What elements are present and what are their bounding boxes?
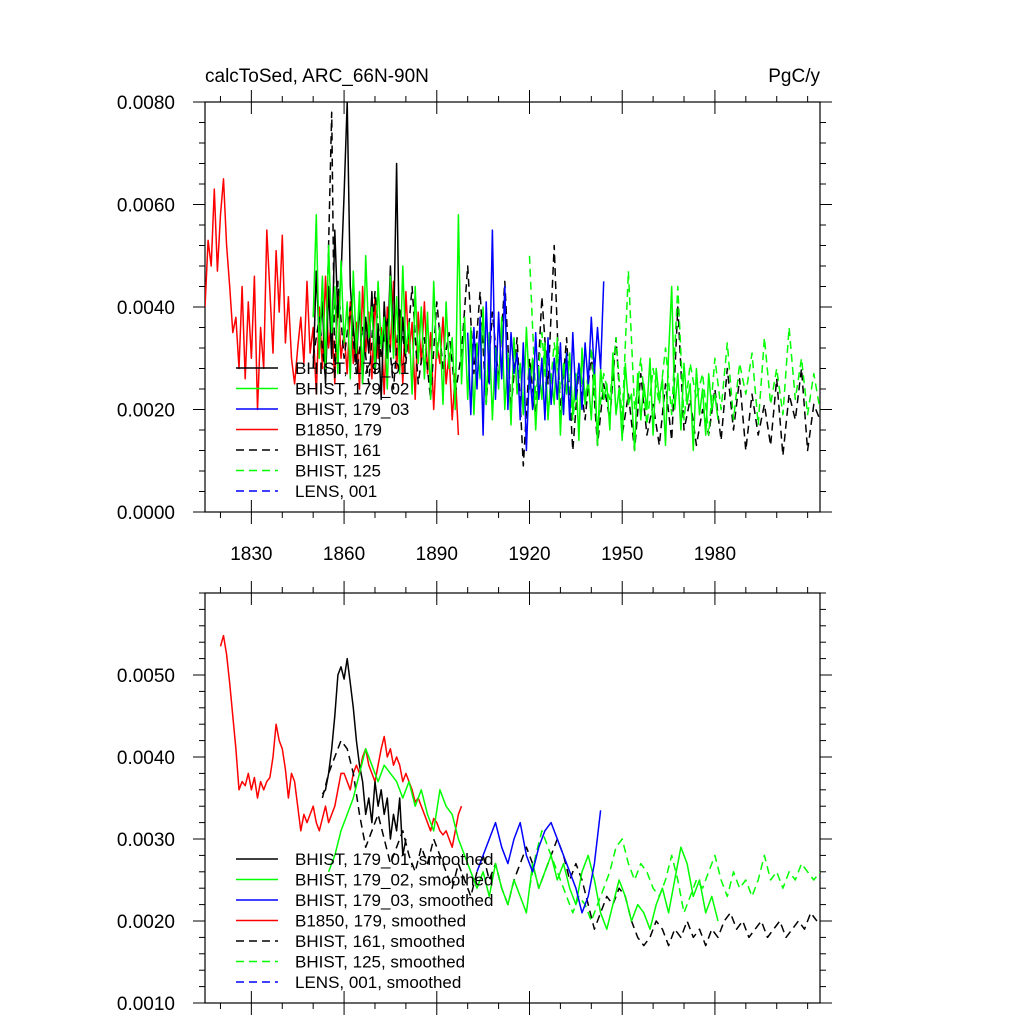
series-line: [327, 748, 719, 930]
series-line: [321, 657, 407, 857]
legend-label: BHIST, 179_01, smoothed: [295, 850, 493, 869]
legend-label: BHIST, 161, smoothed: [295, 932, 465, 951]
legend-label: BHIST, 179_02, smoothed: [295, 871, 493, 890]
chart-units: PgC/y: [768, 66, 820, 87]
series-group: [205, 102, 820, 467]
legend-label: BHIST, 179_03, smoothed: [295, 891, 493, 910]
legend-label: BHIST, 125, smoothed: [295, 953, 465, 972]
series-line: [219, 634, 463, 848]
series-line: [466, 229, 605, 452]
x-tick-label: 1830: [230, 544, 272, 565]
legend-label: BHIST, 179_01: [295, 359, 409, 378]
y-tick-label: 0.0010: [117, 994, 175, 1015]
y-tick-label: 0.0080: [117, 93, 175, 114]
plot-frame: [204, 592, 821, 1004]
x-tick-label: 1950: [601, 544, 643, 565]
series-line: [312, 102, 407, 401]
x-tick-label: 1860: [323, 544, 365, 565]
y-tick-label: 0.0050: [117, 666, 175, 687]
bottom-panel: 0.0010 0.0020 0.0030 0.0040 0.0050 BHIST, 179…: [117, 581, 832, 1015]
x-tick-label: 1980: [694, 544, 736, 565]
legend-label: LENS, 001: [295, 482, 377, 501]
legend: BHIST, 179_01, smoothed BHIST, 179_02, sm…: [236, 850, 493, 992]
series-line: [476, 810, 602, 914]
legend-label: B1850, 179: [295, 421, 382, 440]
x-tick-label: 1890: [416, 544, 458, 565]
series-line: [321, 739, 818, 947]
chart-title: calcToSed, ARC_66N-90N: [205, 66, 429, 87]
legend-label: BHIST, 179_02: [295, 380, 409, 399]
y-tick-label: 0.0060: [117, 196, 175, 217]
x-tick-label: 1920: [508, 544, 550, 565]
y-tick-label: 0.0000: [117, 503, 175, 524]
legend-label: B1850, 179, smoothed: [295, 912, 466, 931]
legend-label: BHIST, 161: [295, 441, 381, 460]
y-tick-label: 0.0020: [117, 912, 175, 933]
series-group: [219, 634, 820, 947]
legend-label: BHIST, 179_03: [295, 400, 409, 419]
legend-label: LENS, 001, smoothed: [295, 973, 461, 992]
y-tick-label: 0.0030: [117, 830, 175, 851]
y-tick-label: 0.0040: [117, 748, 175, 769]
y-tick-label: 0.0040: [117, 298, 175, 319]
top-panel: 1830 1860 1890 1920 1950 1980 0.0000 0.0020 0.00…: [117, 66, 832, 565]
y-tick-label: 0.0020: [117, 401, 175, 422]
legend-label: BHIST, 125: [295, 462, 381, 481]
